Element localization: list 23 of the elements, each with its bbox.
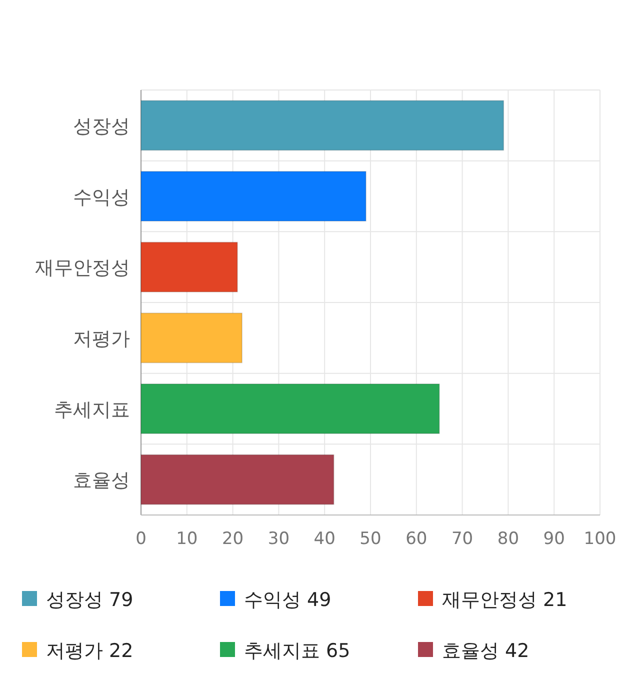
legend-label: 저평가 22 — [46, 640, 134, 662]
x-tick-label: 80 — [497, 529, 520, 549]
legend-label: 수익성 49 — [244, 589, 332, 611]
legend-label: 성장성 79 — [46, 589, 134, 611]
x-tick-label: 20 — [222, 529, 244, 549]
y-tick-label: 효율성 — [73, 470, 130, 492]
y-tick-label: 저평가 — [73, 328, 130, 350]
x-tick-label: 30 — [268, 529, 290, 549]
x-tick-label: 0 — [136, 529, 146, 549]
y-tick-label: 성장성 — [73, 115, 130, 138]
y-tick-label: 재무안정성 — [35, 257, 130, 280]
x-tick-label: 10 — [176, 529, 198, 549]
y-tick-label: 추세지표 — [54, 398, 130, 421]
legend-label: 재무안정성 21 — [442, 589, 568, 611]
x-tick-label: 70 — [451, 529, 474, 549]
x-tick-label: 100 — [584, 529, 616, 549]
y-tick-label: 수익성 — [73, 186, 130, 208]
x-tick-label: 90 — [543, 529, 565, 549]
legend-label: 효율성 42 — [442, 640, 530, 662]
x-tick-label: 50 — [360, 529, 382, 549]
x-tick-label: 60 — [406, 529, 428, 549]
x-tick-label: 40 — [314, 529, 336, 549]
legend-label: 추세지표 65 — [244, 640, 350, 662]
